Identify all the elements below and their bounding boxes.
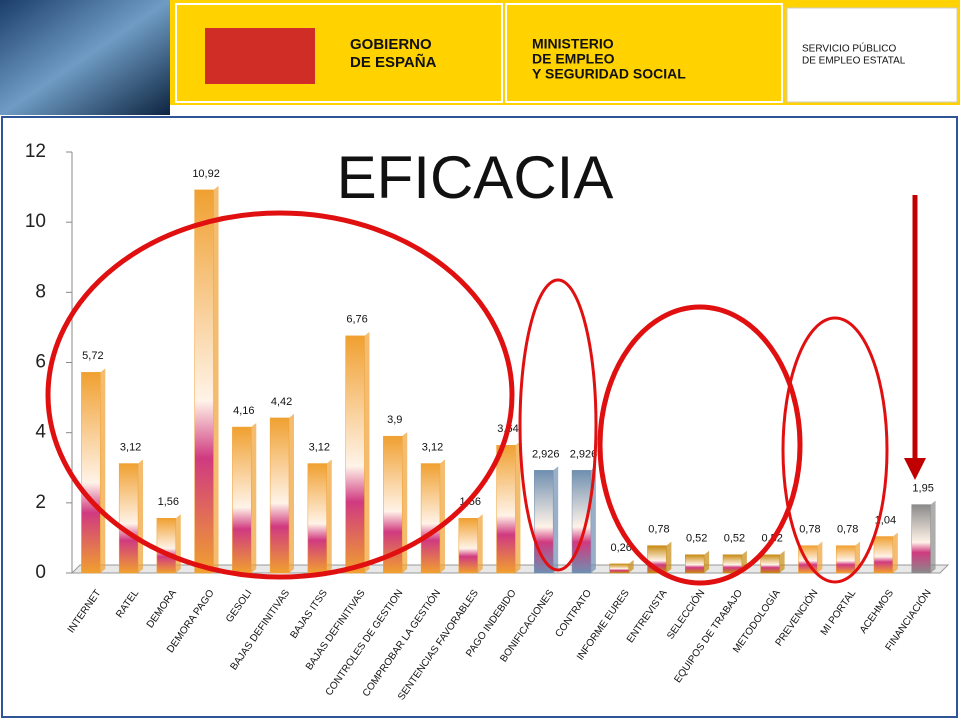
bar [458, 518, 478, 574]
service-line: SERVICIO PÚBLICO [802, 42, 897, 55]
value-label: 6,76 [346, 314, 367, 326]
bar-side [213, 185, 219, 573]
ministry-line: MINISTERIO [532, 36, 614, 52]
bar-side [175, 514, 181, 573]
y-tick-label: 6 [35, 352, 46, 373]
bar-side [930, 500, 936, 573]
bar [269, 417, 290, 574]
bar-side [326, 459, 332, 573]
bar-side [892, 532, 898, 573]
bar [760, 554, 780, 574]
x-tick-label: BAJAS ITSS [288, 588, 330, 641]
bar [873, 536, 894, 574]
value-label: 0,78 [799, 524, 820, 536]
value-label: 4,16 [233, 405, 254, 417]
bar-side [817, 541, 823, 573]
bar [835, 545, 856, 574]
highlight-ellipse [518, 278, 598, 572]
slide-frame [1, 116, 958, 718]
arrow-head [904, 458, 926, 480]
bar-side [704, 550, 710, 573]
y-tick-label: 12 [25, 141, 46, 162]
bar [81, 372, 101, 574]
bar [420, 463, 441, 574]
bar [307, 463, 327, 574]
x-tick-label: SENTENCIAS FAVORABLES [396, 588, 481, 703]
x-tick-label: COMPROBAR LA GESTIÓN [359, 587, 443, 699]
ministry-line: Y SEGURIDAD SOCIAL [532, 66, 686, 82]
value-label: 0,52 [724, 533, 745, 545]
x-tick-label: EQUIPOS DE TRABAJO [672, 588, 745, 685]
bar-side [515, 441, 521, 573]
y-tick-label: 4 [35, 422, 46, 443]
bar-side [289, 413, 294, 573]
bar [232, 426, 252, 574]
bar [156, 518, 177, 574]
value-label: 0,26 [611, 542, 632, 554]
value-label: 5,72 [82, 350, 103, 362]
bar-side [477, 514, 483, 573]
bar-side [666, 541, 672, 573]
bar-side [138, 459, 144, 573]
value-label: 3,9 [387, 414, 402, 426]
header-box [175, 3, 503, 103]
value-label: 2,926 [570, 448, 598, 460]
bar-side [553, 466, 559, 573]
y-tick-label: 10 [25, 211, 46, 232]
x-tick-label: CONTROLES DE GESTION [324, 588, 406, 698]
header-image [0, 0, 170, 115]
bar [685, 554, 705, 574]
value-label: 0,78 [837, 524, 858, 536]
value-label: 10,92 [192, 168, 220, 180]
bar [609, 563, 629, 574]
value-label: 0,78 [648, 524, 669, 536]
highlight-ellipse [45, 210, 515, 580]
value-label: 3,12 [422, 441, 443, 453]
x-tick-label: INTERNET [66, 588, 104, 635]
org-line: GOBIERNO [350, 36, 432, 53]
bar-side [402, 432, 408, 573]
y-tick-label: 8 [35, 281, 46, 302]
highlight-ellipse [597, 304, 803, 586]
value-label: 0,52 [686, 533, 707, 545]
value-label: 1,95 [912, 482, 933, 494]
bar-side [628, 559, 634, 573]
bar-side [100, 368, 106, 573]
value-label: 4,42 [271, 396, 292, 408]
annotations [45, 210, 889, 586]
coat-of-arms [205, 28, 315, 84]
ministry-line: DE EMPLEO [532, 51, 615, 67]
x-tick-label: ENTREVISTA [625, 588, 670, 645]
bar [118, 463, 139, 574]
bar-side [439, 459, 445, 573]
bar [194, 189, 214, 574]
value-label: 1,56 [158, 496, 179, 508]
bar-side [779, 550, 785, 573]
value-label: 2,926 [532, 448, 560, 460]
bar [496, 445, 516, 574]
value-label: 3,12 [309, 441, 330, 453]
bar [911, 504, 931, 574]
x-tick-label: CONTRATO [553, 588, 594, 640]
header-box [505, 3, 783, 103]
highlight-ellipse [781, 316, 889, 584]
x-tick-label: GESOLI [224, 588, 254, 625]
chart-title: EFICACIA [337, 144, 614, 211]
x-tick-label: ACEHMOS [858, 588, 896, 636]
y-tick-label: 0 [35, 562, 46, 583]
service-line: DE EMPLEO ESTATAL [802, 56, 906, 67]
header-box [786, 7, 958, 103]
x-tick-label: RATEL [114, 588, 141, 620]
x-tick-label: MI PORTAL [819, 588, 859, 638]
value-label: 3,12 [120, 441, 141, 453]
org-line: DE ESPAÑA [350, 53, 437, 71]
bar-side [364, 331, 370, 573]
x-tick-label: DEMORA [145, 588, 179, 631]
y-tick-label: 2 [35, 492, 46, 513]
bar [345, 335, 365, 574]
bar-side [251, 423, 257, 573]
x-tick-label: SELECCIÓN [664, 587, 708, 642]
